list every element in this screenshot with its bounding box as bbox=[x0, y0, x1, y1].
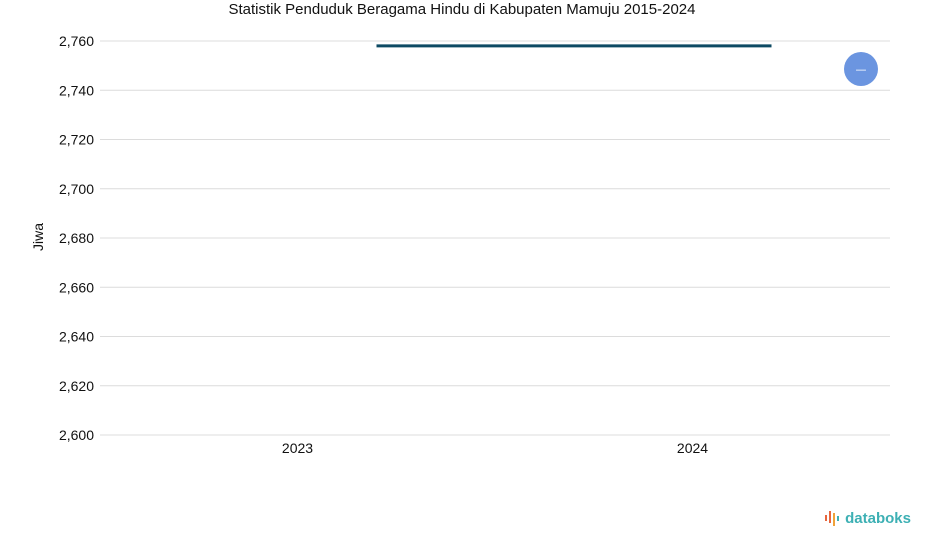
databoks-brand: databoks bbox=[824, 509, 911, 527]
x-tick-label: 2024 bbox=[677, 440, 708, 456]
legend-toggle-button[interactable]: — bbox=[844, 52, 878, 86]
y-axis-ticks: 2,600 2,620 2,640 2,660 2,680 2,700 2,720 2,740… bbox=[59, 33, 94, 443]
y-tick-label: 2,660 bbox=[59, 279, 94, 295]
y-tick-label: 2,600 bbox=[59, 427, 94, 443]
toggle-button-circle[interactable] bbox=[844, 52, 878, 86]
y-tick-label: 2,700 bbox=[59, 181, 94, 197]
gridlines bbox=[100, 40, 890, 436]
y-axis-title: Jiwa bbox=[30, 223, 46, 251]
y-tick-label: 2,640 bbox=[59, 329, 94, 345]
y-tick-label: 2,620 bbox=[59, 378, 94, 394]
x-axis-ticks: 2023 2024 bbox=[282, 440, 708, 456]
brand-text: databoks bbox=[845, 509, 911, 527]
databoks-logo-icon bbox=[825, 511, 840, 526]
y-tick-label: 2,680 bbox=[59, 230, 94, 246]
y-tick-label: 2,740 bbox=[59, 82, 94, 98]
y-tick-label: 2,760 bbox=[59, 33, 94, 49]
chart-title: Statistik Penduduk Beragama Hindu di Kab… bbox=[229, 1, 696, 18]
y-tick-label: 2,720 bbox=[59, 132, 94, 148]
x-tick-label: 2023 bbox=[282, 440, 313, 456]
minus-icon[interactable]: — bbox=[856, 63, 867, 76]
